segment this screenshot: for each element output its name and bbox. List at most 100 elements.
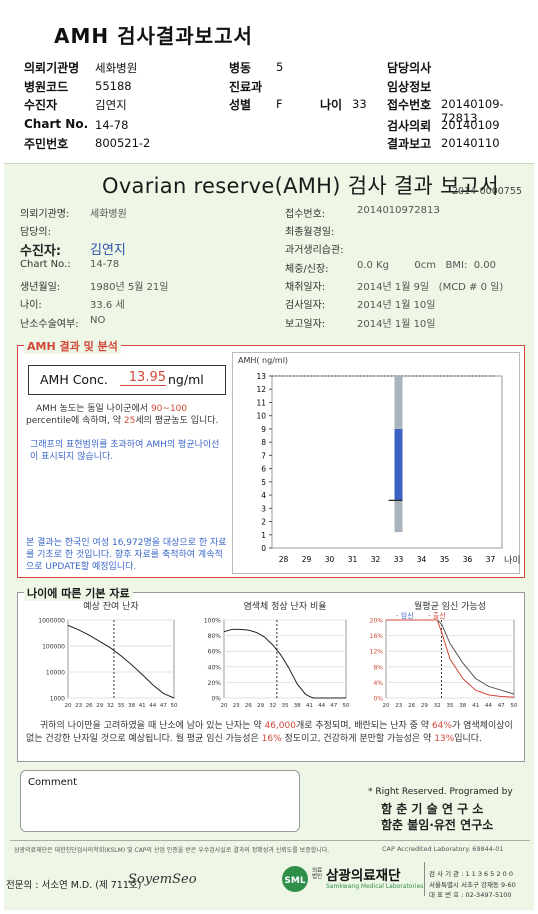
- x-tick-label: 20: [383, 703, 390, 709]
- info-label: 체중/신장:: [285, 264, 329, 275]
- info-label: 나이:: [20, 300, 42, 311]
- comment-box: [20, 770, 300, 832]
- x-tick-label: 26: [408, 703, 415, 709]
- desc-text: percentile에 속하며, 약: [26, 416, 121, 426]
- comment-label: Comment: [28, 777, 77, 788]
- header-label: 담당의사: [387, 61, 432, 75]
- info-value: 1980년 5월 21일: [90, 282, 169, 293]
- sml-logo-icon: SML: [282, 866, 308, 892]
- x-tick-label: 35: [118, 703, 125, 709]
- header-value: 김연지: [95, 98, 127, 112]
- patient-name: 김연지: [90, 243, 126, 258]
- org-en: Samkwang Medical Laboratories: [326, 883, 424, 890]
- y-tick-label: 8: [261, 438, 266, 447]
- y-tick-label: 7: [261, 451, 266, 460]
- x-tick-label: 50: [171, 703, 178, 709]
- bar-segment: [394, 376, 403, 429]
- series-line: [223, 628, 346, 699]
- info-label: 검사일자:: [285, 300, 326, 311]
- x-tick-label: 44: [485, 703, 492, 709]
- y-tick-label: 13: [256, 372, 266, 381]
- y-tick-label: 60%: [208, 649, 222, 656]
- info-value: 2014년 1월 10일: [357, 300, 436, 311]
- org-name: 삼광의료재단: [326, 868, 401, 884]
- x-tick-label: 32: [269, 703, 276, 709]
- summary-text: 정도이고, 건강하게 분만할 가능성은 약: [284, 733, 432, 744]
- y-tick-label: 1: [261, 531, 266, 540]
- amh-desc1: AMH 농도는 동일 나이군에서 90~100 percentile에 속하며,…: [26, 403, 226, 427]
- info-value: 14-78: [90, 259, 120, 270]
- x-tick-label: 20: [221, 703, 228, 709]
- age-section-title: 나이에 따른 기본 자료: [24, 585, 133, 601]
- y-tick-label: 5: [261, 478, 266, 487]
- x-tick-label: 38: [459, 703, 466, 709]
- org-address: 서울특별시 서초구 강재동 9-60: [429, 881, 516, 889]
- header-value: 14-78: [95, 118, 129, 132]
- info-value: 33.6 세: [90, 300, 125, 311]
- info-value: 201401097281З: [357, 205, 440, 216]
- x-tick-label: 23: [233, 703, 240, 709]
- header-label: 수진자: [24, 98, 58, 112]
- x-tick-label: 44: [149, 703, 156, 709]
- amh-desc2: 그래프의 표현범위를 초과하여 AMH의 평균나이선이 표시되지 않습니다.: [30, 440, 220, 462]
- x-tick-label: 32: [434, 703, 441, 709]
- report-title: Ovarian reserve(AMH) 검사 결과 보고서: [102, 174, 500, 198]
- x-tick-label: 32: [371, 555, 381, 564]
- x-tick-label: 38: [128, 703, 135, 709]
- footer-cap: CAP Accredited Laboratory. 69844-01: [382, 845, 504, 853]
- desc-text: 입니다.: [190, 416, 219, 426]
- desc-text: 세의 평균농도: [135, 416, 188, 426]
- legend-item: - 출산: [428, 611, 446, 620]
- summary-text: 개로 추정되며, 배란되는 난자 중 약: [295, 721, 430, 731]
- desc-highlight: 90~100: [150, 404, 188, 414]
- header-label: 주민번호: [24, 137, 69, 151]
- header-label: 결과보고: [387, 137, 432, 151]
- header-value: 20140109-72813: [441, 97, 504, 125]
- desc-text: AMH 농도는 동일 나이군에서: [36, 404, 149, 414]
- header-label: 임상정보: [387, 80, 432, 94]
- x-tick-label: 41: [472, 703, 479, 709]
- info-label: 과거생리습관:: [285, 245, 344, 256]
- summary-text: 입니다.: [454, 733, 482, 744]
- org-prefix: 의료 법인: [312, 868, 323, 880]
- chart-title: 월평균 임신 가능성: [414, 600, 486, 612]
- info-label: 보고일자:: [285, 319, 326, 330]
- header-label: 의뢰기관명: [24, 61, 80, 75]
- chart-title: 염색체 정상 난자 비율: [243, 601, 326, 612]
- org-reg: 검 사 기 관 : 1 1 3 6 5 2 0 0: [429, 870, 513, 878]
- x-tick-label: 29: [302, 555, 312, 564]
- series-line: [386, 619, 515, 698]
- info-label: 접수번호:: [285, 209, 326, 220]
- info-label: 의뢰기관명:: [20, 209, 70, 220]
- header-value: 세화병원: [95, 61, 138, 75]
- doctor-signature: SoyemSeo: [128, 872, 197, 887]
- header-label: 검사의뢰: [387, 119, 432, 133]
- info-value: 0.0 Kg 0cm BMI: 0.00: [357, 260, 496, 271]
- footer-cert: 삼광의료재단은 대한진단검사의학회(KSLM) 및 CAP의 산업 인증을 받은…: [14, 847, 330, 854]
- x-tick-label: 33: [394, 555, 404, 564]
- amh-conc-value: 13.95: [120, 370, 166, 386]
- page-title: AMH 검사결과보고서: [54, 24, 253, 48]
- y-tick-label: 20%: [208, 680, 222, 687]
- svg-text:SML: SML: [284, 876, 305, 886]
- x-tick-label: 41: [306, 703, 313, 709]
- x-axis-label: 나이: [504, 555, 520, 566]
- y-tick-label: 0: [261, 544, 266, 553]
- summary-highlight: 13%: [434, 733, 455, 744]
- x-tick-label: 36: [463, 555, 473, 564]
- x-tick-label: 44: [318, 703, 325, 709]
- rights-line2: 함 춘 기 술 연 구 소: [381, 802, 484, 816]
- footer-doctor: 전문의 : 서소연 M.D. (제 711호): [6, 880, 142, 891]
- plot-area: [67, 619, 175, 699]
- rights-line1: * Right Reserved. Programed by: [368, 787, 513, 797]
- info-label: 최종월경일:: [285, 227, 335, 238]
- header-value: 33: [352, 97, 367, 111]
- y-tick-label: 1000: [50, 696, 65, 703]
- x-tick-label: 47: [160, 703, 167, 709]
- y-tick-label: 8%: [373, 664, 383, 671]
- summary-text: 가 염색체이상이 없는 건강한 난자일 것으로 예상됩니다. 월 평균 임신 가…: [26, 721, 513, 744]
- x-tick-label: 23: [395, 703, 402, 709]
- x-tick-label: 50: [511, 703, 518, 709]
- x-tick-label: 35: [447, 703, 454, 709]
